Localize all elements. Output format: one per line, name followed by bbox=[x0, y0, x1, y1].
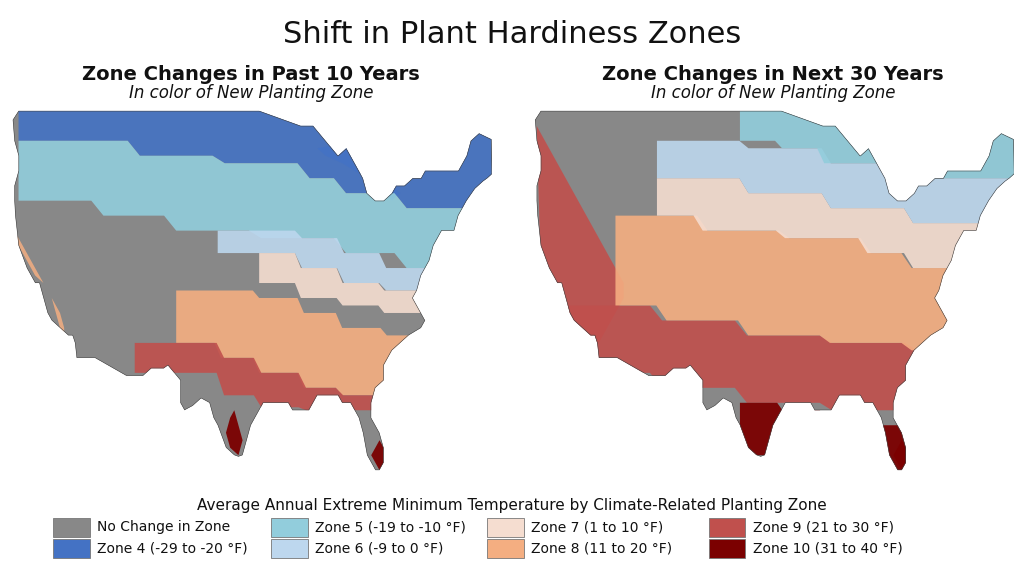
Polygon shape bbox=[18, 141, 492, 268]
Text: Zone 10 (31 to 40 °F): Zone 10 (31 to 40 °F) bbox=[753, 541, 902, 555]
Text: Zone 7 (1 to 10 °F): Zone 7 (1 to 10 °F) bbox=[531, 520, 664, 535]
Polygon shape bbox=[657, 141, 1014, 223]
Polygon shape bbox=[226, 410, 243, 455]
Text: Zone 6 (-9 to 0 °F): Zone 6 (-9 to 0 °F) bbox=[315, 541, 443, 555]
Text: In color of New Planting Zone: In color of New Planting Zone bbox=[651, 84, 895, 102]
Polygon shape bbox=[535, 111, 1015, 470]
Polygon shape bbox=[740, 403, 947, 470]
Polygon shape bbox=[14, 275, 75, 365]
Text: Zone Changes in Next 30 Years: Zone Changes in Next 30 Years bbox=[602, 65, 944, 84]
Polygon shape bbox=[541, 306, 1014, 418]
Polygon shape bbox=[893, 440, 906, 470]
Polygon shape bbox=[371, 440, 384, 470]
Text: Zone 5 (-19 to -10 °F): Zone 5 (-19 to -10 °F) bbox=[315, 520, 466, 535]
Polygon shape bbox=[740, 111, 1014, 178]
Text: No Change in Zone: No Change in Zone bbox=[97, 520, 230, 535]
Text: Shift in Plant Hardiness Zones: Shift in Plant Hardiness Zones bbox=[283, 20, 741, 49]
Polygon shape bbox=[18, 111, 492, 208]
Polygon shape bbox=[259, 253, 492, 313]
Polygon shape bbox=[135, 343, 425, 410]
Polygon shape bbox=[537, 126, 624, 350]
Text: Zone 4 (-29 to -20 °F): Zone 4 (-29 to -20 °F) bbox=[97, 541, 248, 555]
Polygon shape bbox=[615, 216, 1014, 350]
Text: Zone Changes in Past 10 Years: Zone Changes in Past 10 Years bbox=[82, 65, 420, 84]
Text: Zone 9 (21 to 30 °F): Zone 9 (21 to 30 °F) bbox=[753, 520, 894, 535]
Polygon shape bbox=[657, 178, 1014, 268]
Polygon shape bbox=[823, 111, 1014, 171]
Polygon shape bbox=[317, 144, 400, 200]
Text: In color of New Planting Zone: In color of New Planting Zone bbox=[129, 84, 373, 102]
Polygon shape bbox=[14, 231, 65, 335]
Polygon shape bbox=[218, 231, 492, 290]
Text: Zone 8 (11 to 20 °F): Zone 8 (11 to 20 °F) bbox=[531, 541, 673, 555]
Polygon shape bbox=[12, 111, 493, 470]
Polygon shape bbox=[176, 290, 425, 395]
Text: Average Annual Extreme Minimum Temperature by Climate-Related Planting Zone: Average Annual Extreme Minimum Temperatu… bbox=[198, 498, 826, 513]
